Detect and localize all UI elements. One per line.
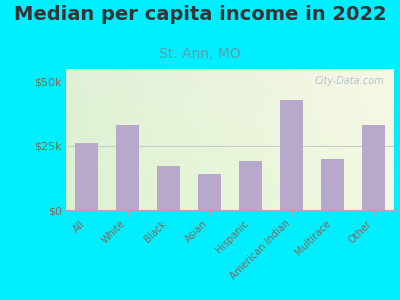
- Bar: [280, 100, 303, 210]
- Bar: [157, 167, 180, 210]
- Bar: [239, 161, 262, 210]
- Bar: [321, 159, 344, 210]
- Bar: [75, 143, 98, 210]
- Bar: [198, 174, 221, 210]
- Bar: [116, 125, 139, 210]
- Text: Median per capita income in 2022: Median per capita income in 2022: [14, 4, 386, 23]
- Text: St. Ann, MO: St. Ann, MO: [159, 46, 241, 61]
- Bar: [362, 125, 385, 210]
- Text: City-Data.com: City-Data.com: [314, 76, 384, 86]
